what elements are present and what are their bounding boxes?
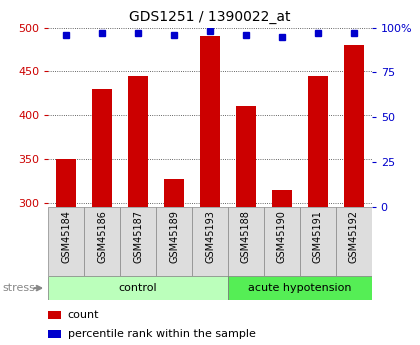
Bar bbox=[264, 207, 299, 276]
Bar bbox=[228, 276, 372, 300]
Bar bbox=[200, 36, 220, 207]
Bar bbox=[56, 159, 76, 207]
Bar bbox=[48, 311, 61, 319]
Text: GSM45188: GSM45188 bbox=[241, 210, 251, 263]
Bar bbox=[48, 330, 61, 338]
Bar bbox=[156, 207, 192, 276]
Bar bbox=[84, 207, 120, 276]
Bar bbox=[228, 207, 264, 276]
Title: GDS1251 / 1390022_at: GDS1251 / 1390022_at bbox=[129, 10, 291, 24]
Bar bbox=[121, 207, 156, 276]
Text: GSM45189: GSM45189 bbox=[169, 210, 179, 263]
Text: acute hypotension: acute hypotension bbox=[248, 283, 352, 293]
Text: GSM45184: GSM45184 bbox=[61, 210, 71, 263]
Text: GSM45191: GSM45191 bbox=[313, 210, 323, 263]
Bar bbox=[336, 207, 372, 276]
Text: GSM45192: GSM45192 bbox=[349, 210, 359, 264]
Bar bbox=[192, 207, 228, 276]
Bar bbox=[308, 76, 328, 207]
Bar bbox=[272, 190, 292, 207]
Text: control: control bbox=[119, 283, 158, 293]
Bar bbox=[48, 276, 228, 300]
Bar bbox=[300, 207, 336, 276]
Text: percentile rank within the sample: percentile rank within the sample bbox=[68, 329, 256, 339]
Bar bbox=[236, 106, 256, 207]
Bar bbox=[128, 76, 148, 207]
Bar bbox=[92, 89, 112, 207]
Bar bbox=[48, 207, 84, 276]
Text: GSM45193: GSM45193 bbox=[205, 210, 215, 263]
Bar bbox=[164, 179, 184, 207]
Text: GSM45187: GSM45187 bbox=[133, 210, 143, 264]
Text: stress: stress bbox=[2, 283, 35, 293]
Text: count: count bbox=[68, 310, 99, 320]
Bar bbox=[344, 45, 364, 207]
Text: GSM45186: GSM45186 bbox=[97, 210, 107, 263]
Text: GSM45190: GSM45190 bbox=[277, 210, 287, 263]
